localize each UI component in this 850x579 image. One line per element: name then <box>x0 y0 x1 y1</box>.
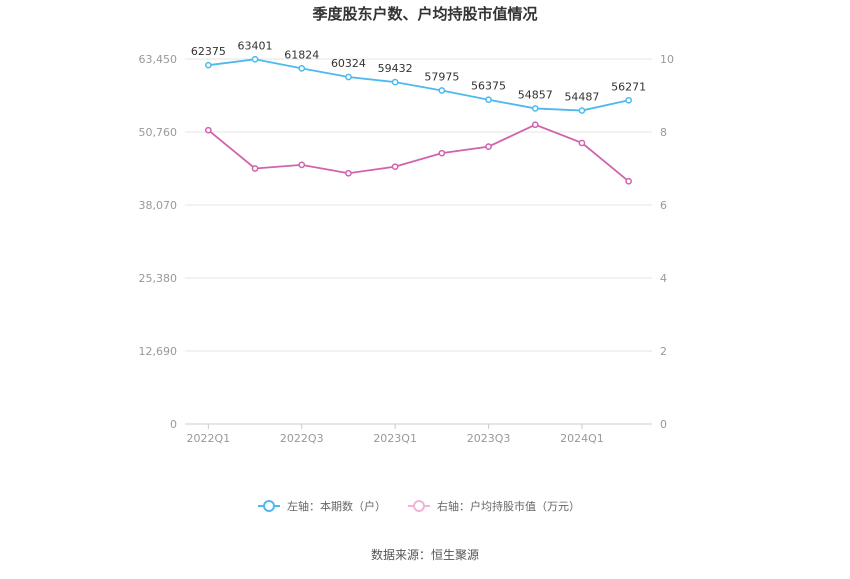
legend-marker-market-value <box>413 500 425 512</box>
legend-label-market-value: 右轴：户均持股市值（万元） <box>437 499 580 513</box>
legend-label-households: 左轴：本期数（户） <box>287 499 386 513</box>
left-tick-label: 12,690 <box>139 345 178 358</box>
grid <box>185 58 652 425</box>
right-tick-label: 6 <box>660 199 667 212</box>
legend-item-market-value[interactable]: 右轴：户均持股市值（万元） <box>408 499 580 513</box>
data-point <box>205 61 212 69</box>
data-point <box>298 65 306 72</box>
data-point <box>578 139 586 147</box>
data-label: 56375 <box>471 80 506 93</box>
data-point <box>578 107 586 114</box>
data-label: 61824 <box>284 48 319 61</box>
data-label: 59432 <box>378 62 413 75</box>
series-layer: 62375 63401 61824 60324 59432 57975 56375 54857… <box>191 39 646 185</box>
left-axis-ticks: 0 12,690 25,380 38,070 50,760 63,450 <box>139 53 178 431</box>
x-axis-ticks: 2022Q1 2022Q3 2023Q1 2023Q3 2024Q1 <box>187 424 604 445</box>
right-tick-label: 2 <box>660 345 667 358</box>
left-tick-label: 63,450 <box>139 53 178 66</box>
chart-title: 季度股东户数、户均持股市值情况 <box>312 5 537 23</box>
series-line <box>207 123 630 182</box>
data-source: 数据来源：恒生聚源 <box>371 547 479 562</box>
data-label: 56271 <box>611 80 646 93</box>
x-tick-label: 2023Q3 <box>467 432 511 445</box>
x-tick-label: 2022Q3 <box>280 432 324 445</box>
left-tick-label: 38,070 <box>139 199 178 212</box>
data-label: 54857 <box>518 88 553 101</box>
data-point <box>345 169 352 177</box>
right-tick-label: 10 <box>660 53 674 66</box>
x-tick-label: 2024Q1 <box>560 432 604 445</box>
data-point <box>485 96 492 104</box>
left-tick-label: 25,380 <box>139 272 178 285</box>
series-1 <box>205 121 633 185</box>
data-label: 60324 <box>331 57 366 70</box>
legend-marker-households <box>263 500 275 512</box>
data-label: 57975 <box>424 70 459 83</box>
data-point <box>298 161 306 169</box>
left-tick-label: 50,760 <box>139 126 178 139</box>
data-point <box>251 165 259 172</box>
data-point <box>391 78 399 86</box>
x-tick-label: 2023Q1 <box>373 432 417 445</box>
data-label: 62375 <box>191 45 226 58</box>
right-tick-label: 8 <box>660 126 667 139</box>
right-axis-ticks: 0 2 4 6 8 10 <box>660 53 674 431</box>
left-tick-label: 0 <box>170 418 177 431</box>
data-point <box>485 143 492 150</box>
right-tick-label: 4 <box>660 272 667 285</box>
right-tick-label: 0 <box>660 418 667 431</box>
data-point <box>625 96 633 104</box>
data-point <box>438 87 446 94</box>
data-point <box>391 163 399 171</box>
data-point <box>625 177 633 185</box>
data-point <box>251 55 259 63</box>
legend: 左轴：本期数（户） 右轴：户均持股市值（万元） <box>258 499 580 513</box>
data-point <box>531 105 539 112</box>
x-tick-label: 2022Q1 <box>187 432 231 445</box>
data-point <box>531 121 539 129</box>
data-label: 54487 <box>564 91 599 104</box>
data-label: 63401 <box>238 39 273 52</box>
data-point <box>345 73 352 81</box>
series-line <box>208 58 629 112</box>
legend-item-households[interactable]: 左轴：本期数（户） <box>258 499 386 513</box>
data-point <box>205 126 212 134</box>
data-point <box>438 149 446 157</box>
series-0: 62375 63401 61824 60324 59432 57975 56375 54857… <box>191 39 646 114</box>
